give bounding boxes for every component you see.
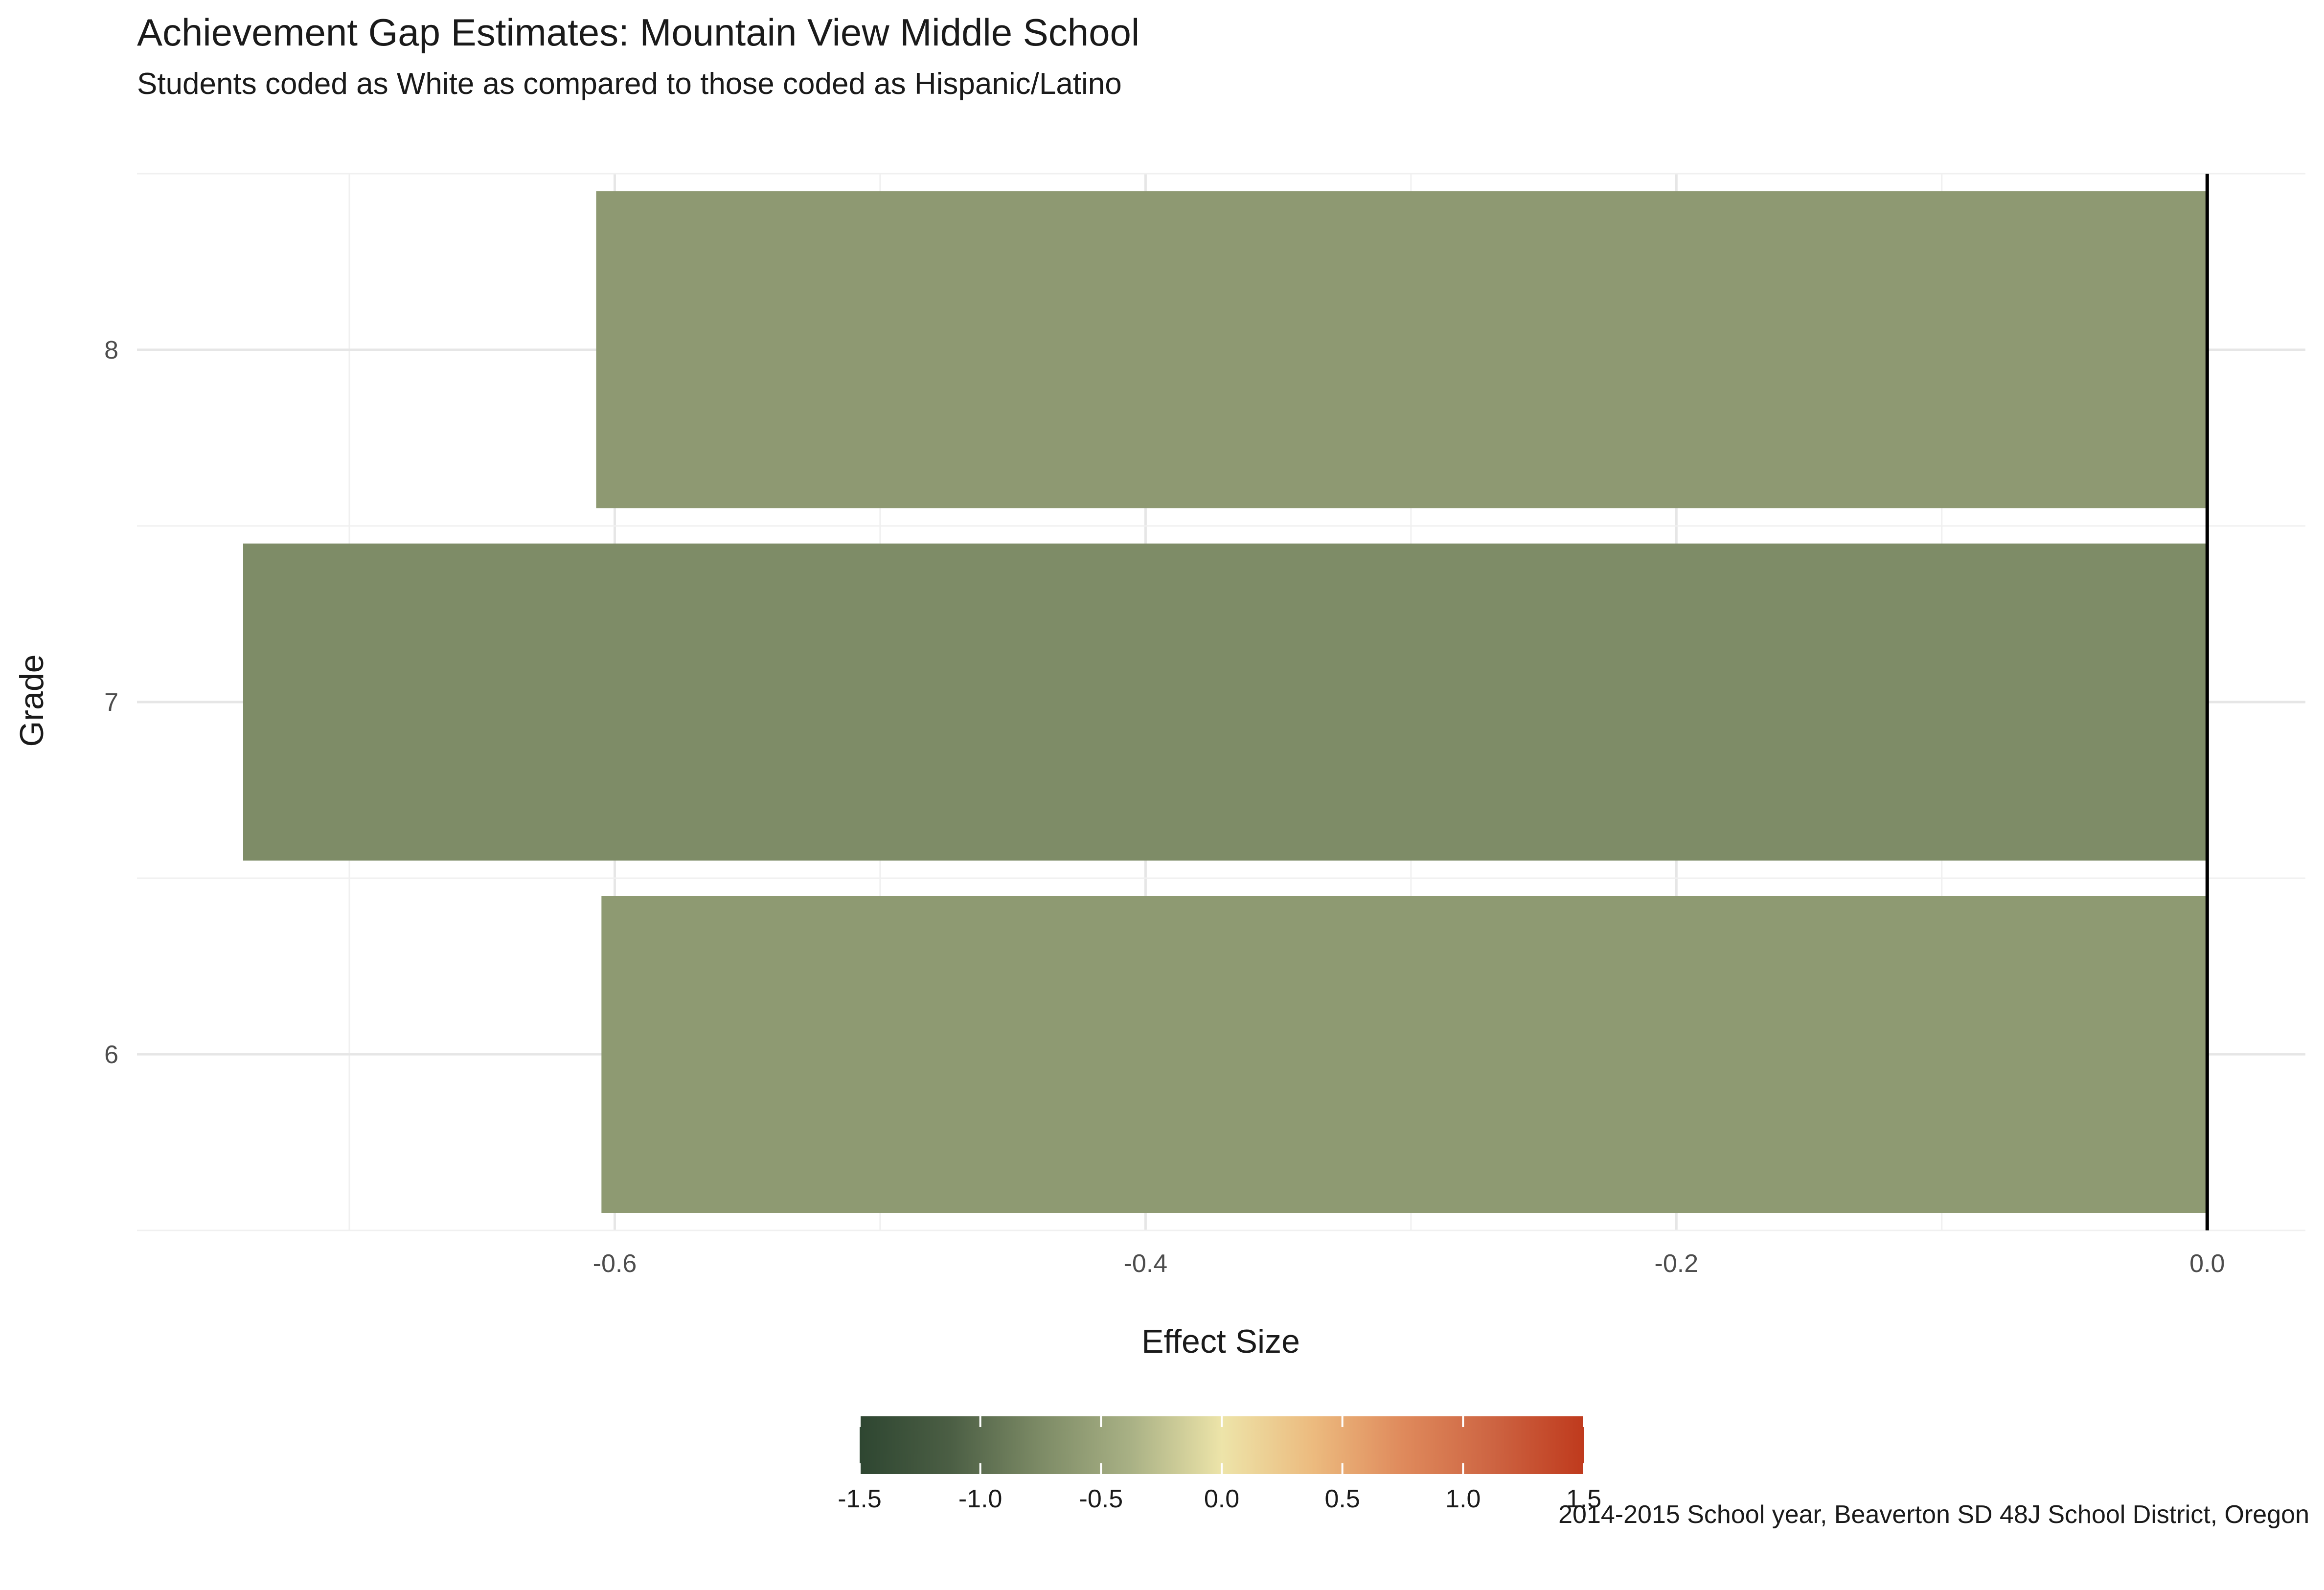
color-scale-label-1: -1.0 xyxy=(958,1485,1003,1513)
y-axis-label: Grade xyxy=(13,655,50,747)
y-tick-label-grade-6: 6 xyxy=(104,1041,118,1069)
color-scale-label-6: 1.5 xyxy=(1566,1485,1601,1513)
color-scale-label-2: -0.5 xyxy=(1079,1485,1123,1513)
bar-grade-8 xyxy=(596,191,2208,508)
color-scale-label-5: 1.0 xyxy=(1445,1485,1481,1513)
x-tick-label-3: 0.0 xyxy=(2189,1249,2225,1278)
chart-title: Achievement Gap Estimates: Mountain View… xyxy=(137,11,1140,54)
bars-layer xyxy=(243,191,2208,1213)
y-tick-label-grade-8: 8 xyxy=(104,336,118,364)
x-tick-label-0: -0.6 xyxy=(593,1249,637,1278)
bar-grade-6 xyxy=(601,896,2208,1213)
x-axis-label: Effect Size xyxy=(1141,1323,1300,1360)
color-scale-label-0: -1.5 xyxy=(838,1485,882,1513)
chart-caption: 2014-2015 School year, Beaverton SD 48J … xyxy=(1558,1500,2309,1529)
bar-grade-7 xyxy=(243,544,2208,861)
chart-subtitle: Students coded as White as compared to t… xyxy=(137,67,1122,101)
color-scale-legend: -1.5 -1.0 -0.5 0.0 0.5 1.0 1.5 xyxy=(838,1416,1601,1513)
color-scale-label-3: 0.0 xyxy=(1204,1485,1239,1513)
tick-labels-layer: -0.6 -0.4 -0.2 0.0 8 7 6 xyxy=(104,336,2225,1278)
x-tick-label-1: -0.4 xyxy=(1124,1249,1168,1278)
color-scale-label-4: 0.5 xyxy=(1325,1485,1360,1513)
x-tick-label-2: -0.2 xyxy=(1655,1249,1699,1278)
y-tick-label-grade-7: 7 xyxy=(104,688,118,717)
